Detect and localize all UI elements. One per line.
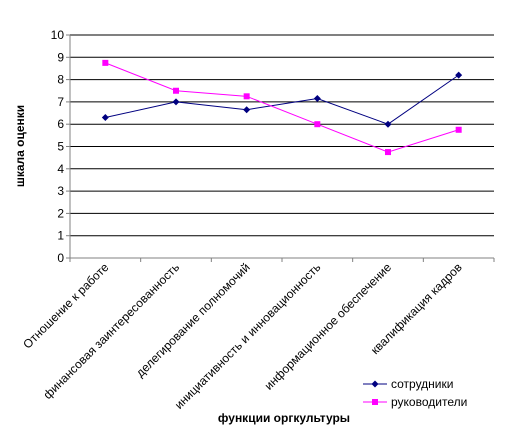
legend-label-managers: руководители: [391, 395, 467, 409]
x-axis-title: функции оргкультуры: [218, 411, 350, 425]
data-point-series0: [172, 98, 180, 106]
legend-label-employees: сотрудники: [391, 377, 453, 391]
y-tick-label: 2: [57, 206, 64, 220]
data-point-series0: [101, 114, 109, 122]
data-point-series1: [455, 126, 462, 133]
y-tick-label: 7: [57, 95, 64, 109]
x-tick-label: делегирование полномочий: [133, 260, 253, 380]
data-point-series0: [384, 120, 392, 128]
data-point-series0: [243, 106, 251, 114]
data-point-series1: [314, 121, 321, 128]
legend: сотрудники руководители: [363, 377, 467, 409]
legend-entry-employees: сотрудники: [363, 377, 453, 391]
legend-entry-managers: руководители: [363, 395, 467, 409]
legend-marker-employees: [371, 380, 379, 388]
series-line-0: [105, 74, 459, 125]
data-point-series1: [173, 87, 179, 94]
x-tick-label: финансовая заинтересованность: [40, 260, 182, 402]
y-tick-label: 4: [57, 162, 64, 176]
data-point-series0: [455, 71, 463, 79]
y-tick-label: 10: [51, 28, 65, 42]
y-tick-label: 1: [57, 229, 64, 243]
series-layer: [101, 59, 463, 156]
data-point-series1: [385, 149, 391, 156]
y-tick-label: 3: [57, 184, 64, 198]
data-point-series1: [243, 93, 250, 100]
y-tick-label: 9: [57, 50, 64, 64]
data-point-series0: [313, 95, 321, 103]
y-tick-label: 8: [57, 73, 64, 87]
y-tick-label: 6: [57, 117, 64, 131]
y-tick-label: 0: [57, 251, 64, 265]
x-tick-label: информационное обеспечение: [262, 260, 395, 393]
gridlines: [70, 34, 494, 237]
x-tick-label: инициативность и инновационность: [172, 260, 324, 412]
y-tick-label: 5: [57, 140, 64, 154]
series-line-1: [105, 62, 459, 153]
data-point-series1: [102, 59, 109, 66]
legend-marker-managers: [372, 399, 378, 405]
y-tick-labels: 0 1 2 3 4 5 6 7 8 9 10: [51, 28, 70, 265]
y-axis-title: шкала оценки: [13, 105, 27, 187]
